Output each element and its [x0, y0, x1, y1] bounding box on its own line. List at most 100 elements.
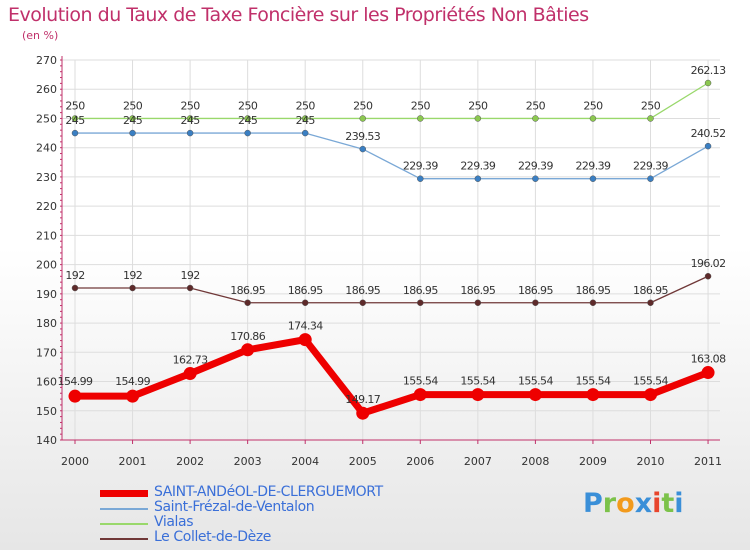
- data-label: 250: [65, 99, 85, 112]
- data-label: 186.95: [633, 284, 668, 297]
- data-label: 229.39: [403, 160, 438, 173]
- data-label: 192: [123, 269, 142, 282]
- data-label: 155.54: [576, 375, 611, 388]
- y-tick-label: 200: [36, 259, 57, 272]
- x-tick-label: 2009: [579, 455, 607, 468]
- data-label: 245: [296, 114, 316, 127]
- data-point: [704, 272, 712, 280]
- data-point: [589, 299, 597, 307]
- data-label: 250: [180, 99, 200, 112]
- data-point: [704, 142, 712, 150]
- data-point: [647, 175, 654, 182]
- chart-title: Evolution du Taux de Taxe Foncière sur l…: [8, 4, 589, 26]
- y-ticks: 140 150 160 170 180 190 200 210 220 230 240 250 260 2…: [36, 54, 57, 447]
- legend-label: Vialas: [154, 514, 194, 530]
- data-point: [241, 343, 255, 357]
- series-lines: [68, 79, 715, 420]
- data-label: 250: [238, 99, 258, 112]
- data-label: 250: [583, 99, 603, 112]
- y-tick-label: 160: [36, 376, 57, 389]
- data-point: [183, 367, 197, 381]
- data-point: [359, 115, 366, 122]
- data-point: [301, 299, 309, 307]
- data-point: [413, 388, 427, 402]
- x-tick-label: 2001: [119, 455, 147, 468]
- data-label: 245: [238, 114, 258, 127]
- data-label: 250: [296, 99, 316, 112]
- data-point: [186, 284, 194, 292]
- data-label: 154.99: [58, 375, 93, 388]
- data-label: 162.73: [173, 354, 208, 367]
- data-label: 155.54: [403, 375, 438, 388]
- data-point: [359, 145, 366, 153]
- data-label: 229.39: [633, 160, 668, 173]
- data-label: 250: [526, 99, 546, 112]
- y-tick-label: 210: [36, 229, 57, 242]
- data-point: [298, 333, 312, 347]
- x-ticks: 2000 2001 2002 2003 2004 2005 2006 2007 2008 2009…: [61, 455, 722, 468]
- data-label: 250: [411, 99, 431, 112]
- data-label: 250: [641, 99, 661, 112]
- x-tick-label: 2004: [291, 455, 319, 468]
- logo-letter: o: [616, 488, 635, 519]
- y-tick-label: 250: [36, 112, 57, 125]
- legend-swatch: [100, 538, 148, 540]
- series-line: [75, 132, 709, 180]
- x-tick-label: 2006: [406, 455, 434, 468]
- data-label: 186.95: [518, 284, 553, 297]
- y-tick-label: 190: [36, 288, 57, 301]
- data-label: 186.95: [230, 284, 265, 297]
- data-label: 155.54: [518, 375, 553, 388]
- data-label: 186.95: [288, 284, 323, 297]
- data-point: [244, 129, 251, 137]
- data-point: [244, 299, 251, 307]
- data-label: 229.39: [576, 160, 611, 173]
- logo-letter: i: [652, 488, 662, 519]
- x-tick-label: 2002: [176, 455, 204, 468]
- data-point: [532, 115, 539, 122]
- data-point: [129, 284, 136, 292]
- data-label: 196.02: [691, 257, 726, 270]
- y-tick-label: 230: [36, 171, 57, 184]
- data-label: 154.99: [115, 375, 150, 388]
- data-point: [647, 299, 654, 307]
- data-label: 250: [353, 99, 373, 112]
- data-label: 229.39: [460, 160, 495, 173]
- data-labels: 250 250 250 250 250 250 250 250 250 250 250 262.13 2…: [58, 64, 727, 406]
- y-axis-unit: (en %): [22, 29, 59, 42]
- proxiti-logo: Proxiti: [583, 488, 684, 519]
- data-label: 239.53: [345, 130, 380, 143]
- legend-swatch: [100, 508, 148, 510]
- x-tick-label: 2000: [61, 455, 89, 468]
- legend-swatch: [100, 523, 148, 525]
- data-point: [186, 129, 194, 137]
- data-point: [532, 175, 539, 182]
- data-point: [301, 129, 309, 137]
- data-point: [644, 388, 657, 402]
- data-label: 245: [123, 114, 143, 127]
- data-point: [701, 366, 715, 380]
- data-point: [129, 115, 136, 122]
- data-point: [417, 115, 424, 122]
- logo-letter: i: [674, 488, 684, 519]
- data-point: [586, 388, 600, 402]
- series-line: [75, 82, 709, 120]
- series-line: [75, 336, 710, 417]
- legend-label: Le Collet-de-Dèze: [154, 529, 271, 545]
- data-point: [474, 115, 482, 122]
- legend-label: Saint-Frézal-de-Ventalon: [154, 499, 315, 515]
- logo-letter: x: [634, 488, 653, 519]
- data-label: 174.34: [288, 320, 323, 333]
- data-label: 155.54: [633, 375, 668, 388]
- data-point: [532, 299, 539, 307]
- y-tick-label: 220: [36, 200, 57, 213]
- y-tick-label: 140: [36, 434, 57, 447]
- y-tick-label: 240: [36, 142, 57, 155]
- data-label: 240.52: [691, 127, 726, 140]
- data-point: [186, 115, 194, 122]
- legend-swatch: [100, 490, 148, 497]
- data-point: [474, 175, 482, 182]
- logo-letter: t: [661, 488, 675, 519]
